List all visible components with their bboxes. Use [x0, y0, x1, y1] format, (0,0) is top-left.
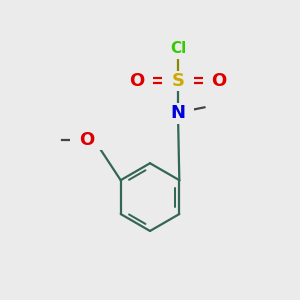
- FancyBboxPatch shape: [162, 70, 194, 91]
- Text: O: O: [212, 72, 227, 90]
- Text: O: O: [129, 72, 144, 90]
- Text: S: S: [172, 72, 184, 90]
- FancyBboxPatch shape: [162, 103, 194, 124]
- FancyBboxPatch shape: [121, 70, 153, 91]
- Text: Cl: Cl: [170, 41, 186, 56]
- Text: N: N: [170, 104, 185, 122]
- FancyBboxPatch shape: [162, 38, 194, 59]
- Text: O: O: [79, 131, 94, 149]
- FancyBboxPatch shape: [203, 70, 236, 91]
- FancyBboxPatch shape: [70, 129, 103, 150]
